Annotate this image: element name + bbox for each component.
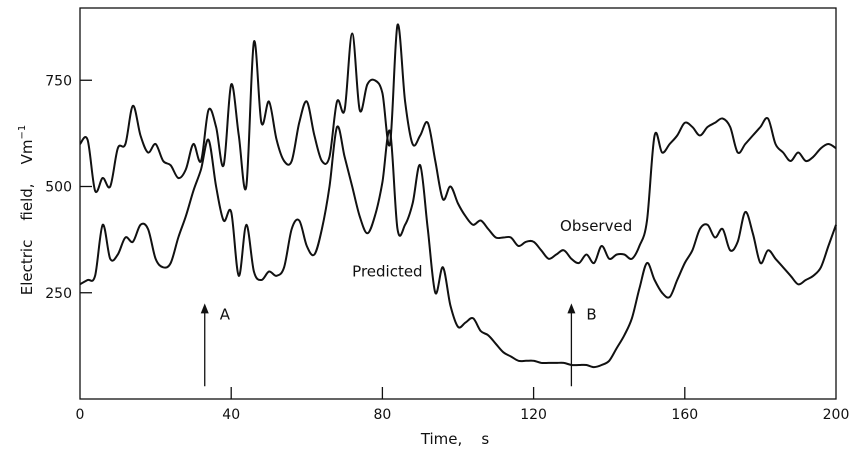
x-tick-label: 80: [373, 407, 391, 423]
tick-marks: [80, 79, 686, 399]
event-label-b: B: [586, 305, 596, 323]
x-tick-label: 0: [76, 407, 85, 423]
y-axis-title-text: Electric field, Vm: [18, 140, 36, 296]
tick-labels: 0 40 80 120 160 200 250 500 750: [45, 73, 849, 423]
x-tick-label: 160: [671, 407, 698, 423]
series-layer: [79, 23, 837, 369]
y-tick-label: 750: [45, 73, 72, 89]
x-tick-label: 120: [520, 407, 547, 423]
event-label-a: A: [220, 305, 231, 323]
y-tick-label: 250: [45, 286, 72, 302]
axes: [79, 7, 837, 400]
series-label-observed: Observed: [560, 217, 632, 235]
annotations: Observed Predicted A B: [200, 217, 632, 387]
y-tick-label: 500: [45, 180, 72, 196]
series-label-predicted: Predicted: [352, 263, 422, 281]
series-line-predicted: [79, 125, 837, 369]
x-axis-title: Time, s: [420, 430, 490, 448]
event-arrow-head-b: [567, 303, 576, 314]
x-tick-label: 200: [823, 407, 850, 423]
y-axis-title: Electric field, Vm−1: [17, 125, 36, 296]
event-arrow-head-a: [200, 303, 209, 314]
plot-frame: [79, 7, 837, 400]
y-axis-title-exponent: −1: [17, 125, 28, 140]
x-tick-label: 40: [222, 407, 240, 423]
series-line-observed: [79, 23, 837, 265]
